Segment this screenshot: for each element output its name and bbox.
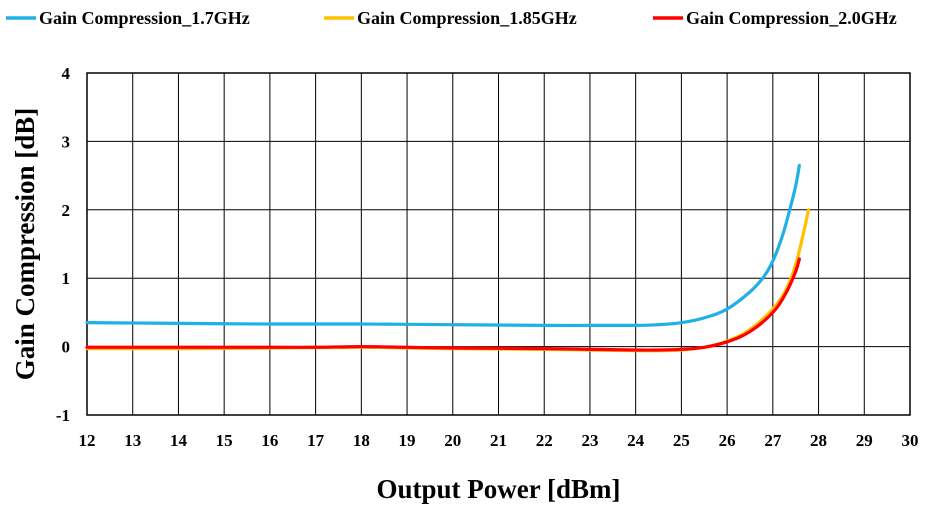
x-tick-label: 23 bbox=[581, 431, 598, 450]
x-tick-label: 24 bbox=[627, 431, 645, 450]
x-tick-label: 28 bbox=[810, 431, 827, 450]
x-tick-label: 30 bbox=[902, 431, 919, 450]
legend-item: Gain Compression_2.0GHz bbox=[653, 8, 897, 28]
x-tick-label: 14 bbox=[170, 431, 188, 450]
y-axis-title: Gain Compression [dB] bbox=[10, 108, 40, 381]
x-tick-label: 18 bbox=[353, 431, 370, 450]
x-tick-label: 19 bbox=[399, 431, 416, 450]
series-lines bbox=[85, 163, 811, 353]
y-tick-label: 3 bbox=[62, 132, 71, 151]
x-tick-label: 20 bbox=[444, 431, 461, 450]
y-tick-label: 4 bbox=[62, 64, 71, 83]
x-tick-label: 21 bbox=[490, 431, 507, 450]
x-axis-title: Output Power [dBm] bbox=[376, 474, 620, 504]
x-tick-label: 15 bbox=[216, 431, 233, 450]
x-tick-label: 12 bbox=[79, 431, 96, 450]
y-axis-tick-labels: -1 0 1 2 3 4 bbox=[56, 64, 71, 425]
y-tick-label: 0 bbox=[62, 338, 71, 357]
y-tick-label: -1 bbox=[56, 406, 70, 425]
x-tick-label: 26 bbox=[719, 431, 736, 450]
x-tick-label: 13 bbox=[124, 431, 141, 450]
y-tick-label: 1 bbox=[62, 269, 71, 288]
x-axis-tick-labels: 12 13 14 15 16 17 18 19 20 21 22 23 24 25 26 27 28 29 30 bbox=[79, 431, 919, 450]
plot-area-frame bbox=[86, 72, 911, 416]
legend-item: Gain Compression_1.7GHz bbox=[6, 8, 250, 28]
series-line-2 bbox=[85, 208, 811, 353]
x-tick-label: 17 bbox=[307, 431, 325, 450]
y-tick-label: 2 bbox=[62, 201, 71, 220]
x-tick-label: 29 bbox=[856, 431, 873, 450]
series-line-1 bbox=[85, 163, 801, 328]
legend-label: Gain Compression_1.7GHz bbox=[39, 8, 250, 28]
legend-label: Gain Compression_2.0GHz bbox=[686, 8, 897, 28]
x-tick-label: 27 bbox=[764, 431, 782, 450]
legend: Gain Compression_1.7GHz Gain Compression_… bbox=[6, 8, 897, 28]
series-line-3 bbox=[85, 257, 801, 352]
legend-item: Gain Compression_1.85GHz bbox=[324, 8, 577, 28]
grid-lines bbox=[87, 73, 910, 415]
x-tick-label: 25 bbox=[673, 431, 690, 450]
x-tick-label: 22 bbox=[536, 431, 553, 450]
legend-label: Gain Compression_1.85GHz bbox=[357, 8, 577, 28]
x-tick-label: 16 bbox=[261, 431, 278, 450]
